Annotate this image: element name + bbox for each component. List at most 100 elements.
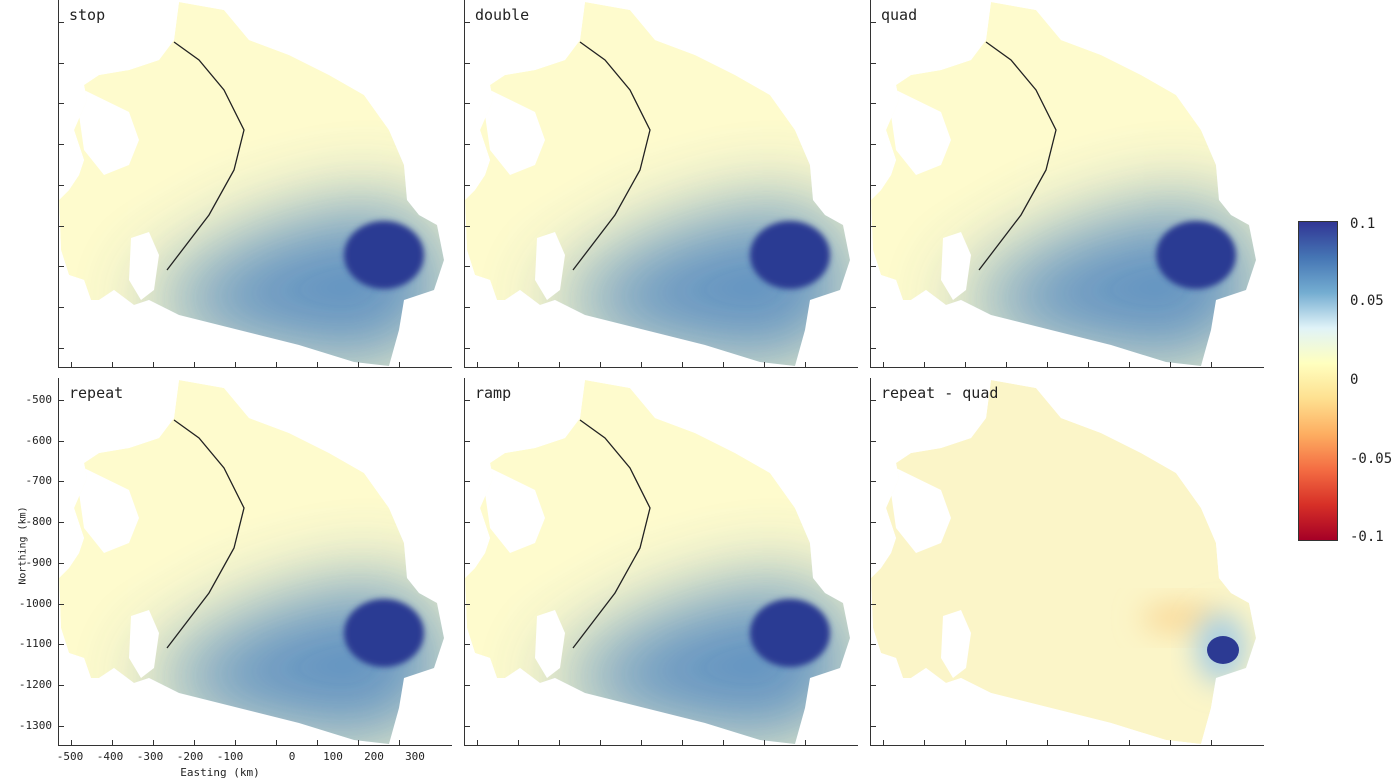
- x-tick: [641, 740, 642, 745]
- panel-map: [465, 380, 850, 744]
- panel-repeat: repeat: [58, 378, 452, 746]
- x-tick: [883, 362, 884, 367]
- y-tick: [59, 184, 64, 186]
- contour-line: [166, 41, 245, 271]
- y-tick: [59, 144, 64, 146]
- panel-repeat-minus-quad: repeat - quad: [870, 378, 1264, 746]
- y-tick: [871, 562, 876, 564]
- y-tick: [59, 562, 64, 564]
- x-tick-label: 200: [364, 750, 384, 763]
- y-tick-label: -900: [25, 556, 53, 569]
- y-tick: [465, 144, 470, 146]
- y-tick: [465, 481, 470, 483]
- y-tick: [59, 644, 64, 646]
- x-tick: [600, 740, 601, 745]
- y-tick: [871, 603, 876, 605]
- y-tick: [465, 266, 470, 268]
- y-tick: [871, 347, 876, 349]
- x-tick: [317, 740, 318, 745]
- x-tick: [805, 362, 806, 367]
- x-tick: [1129, 362, 1130, 367]
- anomaly-core: [750, 221, 830, 289]
- x-tick: [723, 740, 724, 745]
- x-tick: [1170, 740, 1171, 745]
- x-tick: [682, 362, 683, 367]
- panel-label: ramp: [475, 384, 512, 402]
- island: [535, 232, 565, 300]
- x-tick: [477, 362, 478, 367]
- y-tick: [871, 225, 876, 227]
- x-tick: [235, 362, 236, 367]
- y-tick: [465, 400, 470, 401]
- x-tick: [153, 362, 154, 367]
- contour-line: [978, 41, 1057, 271]
- x-tick: [153, 740, 154, 745]
- y-tick-label: -1000: [18, 597, 52, 610]
- y-tick: [465, 440, 470, 442]
- colorbar-tick-label: 0: [1350, 372, 1359, 388]
- x-axis-title: Easting (km): [180, 766, 260, 779]
- y-tick: [465, 725, 470, 727]
- colorbar-tick-label: -0.05: [1350, 451, 1393, 467]
- x-tick: [924, 362, 925, 367]
- anomaly-core: [750, 599, 830, 667]
- island: [535, 610, 565, 678]
- x-tick: [399, 740, 400, 745]
- map-field: [871, 380, 1256, 744]
- y-tick: [59, 400, 64, 401]
- y-tick-label: -600: [25, 434, 53, 447]
- panel-map: [59, 2, 444, 366]
- positive-anomaly: [1141, 603, 1221, 633]
- y-tick: [871, 481, 876, 483]
- y-tick: [871, 440, 876, 442]
- map-field: [465, 380, 850, 744]
- x-tick: [559, 740, 560, 745]
- y-tick: [59, 440, 64, 442]
- island: [941, 610, 971, 678]
- colorbar-tick-label: 0.1: [1350, 216, 1376, 232]
- x-tick: [399, 362, 400, 367]
- y-tick-label: -800: [25, 515, 53, 528]
- y-tick: [465, 644, 470, 646]
- x-tick: [883, 740, 884, 745]
- y-tick: [465, 62, 470, 64]
- y-tick: [465, 522, 470, 524]
- colorbar: [1298, 221, 1338, 541]
- panel-map: [871, 380, 1256, 744]
- anomaly-core: [344, 221, 424, 289]
- y-tick-label: -500: [25, 393, 53, 406]
- x-tick: [1170, 362, 1171, 367]
- y-tick: [59, 225, 64, 227]
- x-tick-label: 300: [405, 750, 425, 763]
- x-tick: [1006, 740, 1007, 745]
- y-tick: [871, 684, 876, 686]
- contour-line: [166, 419, 245, 649]
- y-tick: [59, 481, 64, 483]
- anomaly-core: [344, 599, 424, 667]
- x-tick: [317, 362, 318, 367]
- x-tick: [1129, 740, 1130, 745]
- x-tick: [358, 740, 359, 745]
- x-tick: [965, 740, 966, 745]
- map-field: [871, 2, 1256, 366]
- x-tick: [71, 740, 72, 745]
- y-tick: [59, 103, 64, 105]
- anomaly-core: [1156, 221, 1236, 289]
- y-tick: [59, 522, 64, 524]
- y-tick: [871, 644, 876, 646]
- island: [941, 232, 971, 300]
- panel-double: double: [464, 0, 858, 368]
- panel-label: double: [475, 6, 530, 24]
- ice-shelf: [871, 380, 1256, 744]
- x-tick-label: 0: [288, 750, 296, 763]
- island: [129, 232, 159, 300]
- panel-label: stop: [69, 6, 106, 24]
- x-tick: [112, 362, 113, 367]
- y-tick-label: -1100: [18, 637, 52, 650]
- contour-line: [572, 419, 651, 649]
- y-tick: [871, 22, 876, 23]
- x-tick: [1211, 740, 1212, 745]
- x-tick-label: 100: [323, 750, 343, 763]
- x-tick: [924, 740, 925, 745]
- x-tick: [1088, 362, 1089, 367]
